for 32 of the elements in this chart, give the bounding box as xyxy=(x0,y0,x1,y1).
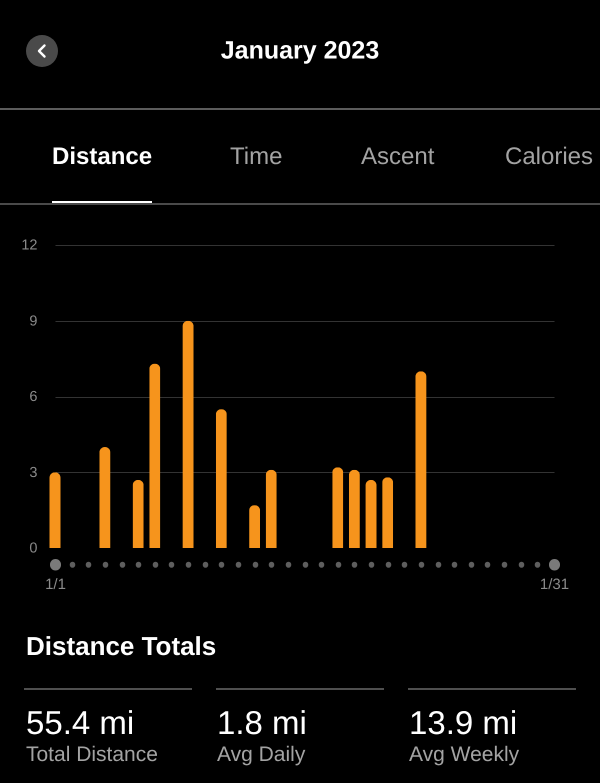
bar xyxy=(366,480,377,548)
x-tick-label: 1/1 xyxy=(45,576,66,593)
text: Time xyxy=(230,143,282,171)
y-tick-label: 9 xyxy=(29,313,38,330)
y-tick-label: 12 xyxy=(21,238,38,254)
text: 13.9 mi xyxy=(409,704,518,742)
bar xyxy=(348,470,360,548)
bar xyxy=(382,477,394,548)
bar xyxy=(216,409,227,548)
text: Distance Totals xyxy=(26,631,216,662)
x-tick-label: 1/31 xyxy=(540,576,570,593)
bar xyxy=(99,447,110,548)
chart-title: January 2023 xyxy=(220,36,380,66)
bar xyxy=(132,480,144,548)
text: Distance xyxy=(52,143,152,171)
text: Ascent xyxy=(361,143,434,171)
text: Avg Weekly xyxy=(409,742,520,768)
text: 1.8 mi xyxy=(217,704,307,742)
text: Calories xyxy=(505,143,594,171)
text: Total Distance xyxy=(26,742,158,768)
bar xyxy=(249,505,260,548)
y-tick-label: 0 xyxy=(29,540,38,556)
bar xyxy=(182,320,194,548)
bar xyxy=(149,364,160,548)
text: Avg Daily xyxy=(217,742,306,768)
text: 55.4 mi xyxy=(26,704,134,742)
bar xyxy=(266,470,277,548)
y-tick-label: 3 xyxy=(29,464,38,481)
bar xyxy=(332,467,344,548)
y-tick-label: 6 xyxy=(29,389,38,405)
bar xyxy=(415,371,426,548)
bar xyxy=(50,472,60,548)
